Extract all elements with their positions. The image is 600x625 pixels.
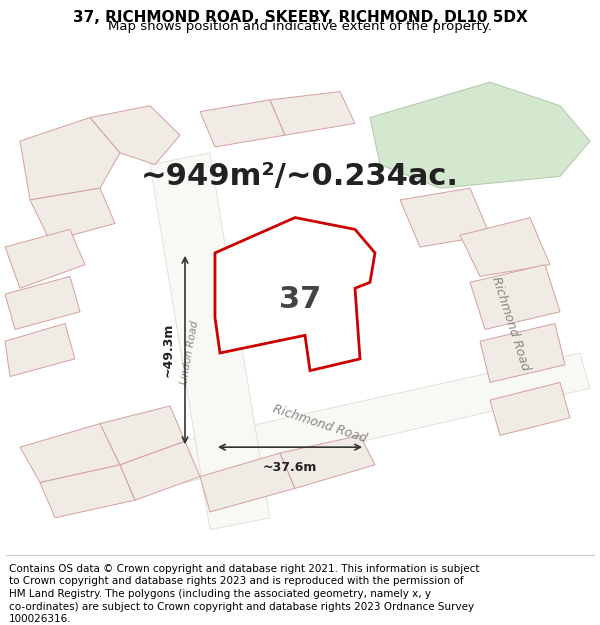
Polygon shape (150, 153, 270, 529)
Polygon shape (5, 324, 75, 376)
Polygon shape (90, 106, 180, 164)
Polygon shape (490, 382, 570, 436)
Polygon shape (280, 436, 375, 488)
Text: Richmond Road: Richmond Road (271, 402, 368, 445)
Polygon shape (480, 324, 565, 382)
Polygon shape (370, 82, 590, 188)
Text: HM Land Registry. The polygons (including the associated geometry, namely x, y: HM Land Registry. The polygons (includin… (9, 589, 431, 599)
Text: Richmond Road: Richmond Road (488, 275, 532, 372)
Text: Map shows position and indicative extent of the property.: Map shows position and indicative extent… (108, 20, 492, 32)
Polygon shape (5, 229, 85, 288)
Polygon shape (200, 453, 295, 512)
Polygon shape (20, 118, 120, 200)
Polygon shape (5, 276, 80, 329)
Text: 37, RICHMOND ROAD, SKEEBY, RICHMOND, DL10 5DX: 37, RICHMOND ROAD, SKEEBY, RICHMOND, DL1… (73, 10, 527, 25)
Polygon shape (270, 92, 355, 135)
Text: co-ordinates) are subject to Crown copyright and database rights 2023 Ordnance S: co-ordinates) are subject to Crown copyr… (9, 602, 474, 612)
Polygon shape (40, 465, 135, 518)
Text: 100026316.: 100026316. (9, 614, 71, 624)
Polygon shape (215, 217, 375, 371)
Polygon shape (100, 406, 185, 465)
Text: ~49.3m: ~49.3m (162, 323, 175, 378)
Text: ~949m²/~0.234ac.: ~949m²/~0.234ac. (141, 162, 459, 191)
Text: ~37.6m: ~37.6m (263, 461, 317, 474)
Polygon shape (30, 188, 115, 241)
Polygon shape (460, 217, 550, 276)
Text: to Crown copyright and database rights 2023 and is reproduced with the permissio: to Crown copyright and database rights 2… (9, 576, 464, 586)
Polygon shape (20, 424, 120, 483)
Polygon shape (100, 353, 590, 500)
Text: Lindon Road: Lindon Road (179, 320, 200, 386)
Polygon shape (200, 100, 285, 147)
Polygon shape (400, 188, 490, 247)
Text: Contains OS data © Crown copyright and database right 2021. This information is : Contains OS data © Crown copyright and d… (9, 564, 479, 574)
Polygon shape (470, 264, 560, 329)
Polygon shape (120, 441, 200, 500)
Text: 37: 37 (279, 286, 321, 314)
